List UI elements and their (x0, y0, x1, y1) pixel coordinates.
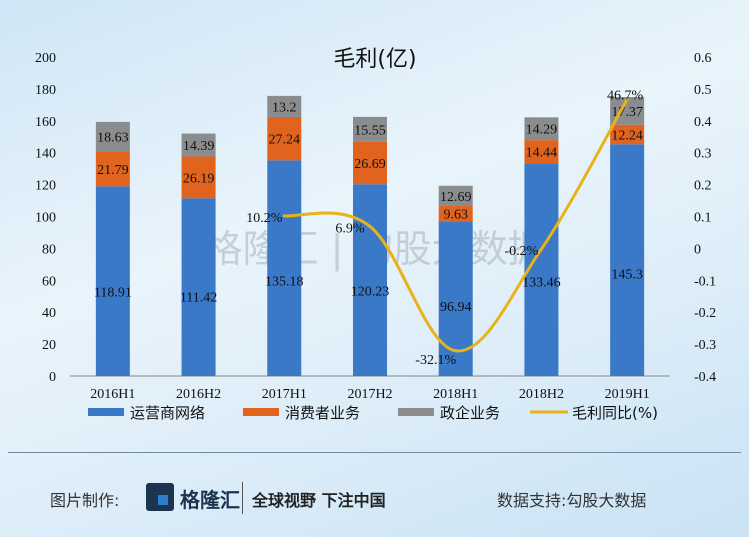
bar-data-label: 21.79 (97, 163, 129, 178)
bar-data-label: 14.39 (183, 139, 215, 154)
bar-2 (181, 156, 216, 199)
yoy-point (368, 224, 372, 228)
bar-3 (353, 116, 387, 142)
y2-tick-label: 0.1 (694, 211, 712, 226)
legend-swatch-3 (398, 408, 434, 416)
bar-data-label: 14.29 (526, 123, 558, 138)
y-tick-label: 200 (35, 51, 56, 66)
yoy-data-label: 6.9% (335, 221, 365, 236)
y-tick-label: 120 (35, 179, 56, 194)
bar-data-label: 26.69 (354, 157, 386, 172)
bar-data-label: 13.2 (272, 100, 297, 115)
x-tick-label: 2016H2 (176, 387, 221, 402)
y-tick-label: 80 (42, 242, 56, 257)
bar-1 (181, 198, 216, 376)
y2-tick-label: 0.5 (694, 83, 712, 98)
legend-label: 运营商网络 (130, 404, 205, 422)
bar-3 (438, 185, 473, 207)
y-tick-label: 20 (42, 338, 56, 353)
legend-swatch-1 (88, 408, 124, 416)
bar-2 (438, 206, 473, 222)
bar-2 (524, 140, 559, 164)
y-tick-label: 140 (35, 147, 56, 162)
logo-text: 格隆汇 (180, 488, 240, 512)
bar-3 (267, 95, 302, 117)
y2-tick-label: -0.3 (694, 338, 716, 353)
slogan: 全球视野 下注中国 (252, 491, 386, 510)
yoy-data-label: -0.2% (505, 244, 539, 259)
legend-label: 毛利同比(%) (572, 404, 658, 422)
yoy-point (454, 349, 458, 353)
x-tick-label: 2018H1 (433, 387, 478, 402)
yoy-data-label: -32.1% (415, 353, 456, 368)
y-tick-label: 100 (35, 211, 56, 226)
chart: 格隆汇 | 勾股大数据毛利(亿)020406080100120140160180… (35, 47, 716, 422)
bar-1 (267, 160, 302, 376)
bar-data-label: 12.69 (440, 190, 472, 205)
bar-data-label: 15.55 (354, 123, 386, 138)
bar-1 (353, 184, 387, 376)
x-tick-label: 2017H1 (262, 387, 307, 402)
yoy-point (625, 97, 629, 101)
bar-data-label: 18.63 (97, 131, 129, 146)
x-tick-label: 2017H2 (347, 387, 392, 402)
bar-data-label: 120.23 (351, 284, 390, 299)
y-tick-label: 160 (35, 115, 56, 130)
legend-label: 政企业务 (440, 404, 500, 422)
y-tick-label: 60 (42, 274, 56, 289)
bar-data-label: 118.91 (94, 285, 132, 300)
bar-data-label: 111.42 (180, 290, 217, 305)
y2-tick-label: -0.4 (694, 370, 716, 385)
logo-separator (242, 482, 243, 514)
y2-tick-label: -0.1 (694, 274, 716, 289)
bar-data-label: 135.18 (265, 274, 304, 289)
y-tick-label: 0 (49, 370, 56, 385)
made-by-label: 图片制作: (50, 491, 120, 510)
bar-3 (95, 121, 130, 152)
yoy-point (282, 214, 286, 218)
bar-2 (353, 141, 387, 185)
y-tick-label: 40 (42, 306, 56, 321)
y2-tick-label: 0.4 (694, 115, 712, 130)
x-tick-label: 2016H1 (90, 387, 135, 402)
x-tick-label: 2019H1 (605, 387, 650, 402)
bar-2 (95, 151, 130, 187)
y2-tick-label: 0.3 (694, 147, 712, 162)
y2-tick-label: 0 (694, 242, 701, 257)
bar-2 (610, 124, 645, 145)
bar-data-label: 14.44 (526, 146, 558, 161)
bar-data-label: 145.3 (611, 268, 643, 283)
footer-divider (8, 452, 741, 453)
yoy-point (539, 247, 543, 251)
gelonghui-logo-icon (146, 483, 174, 511)
chart-title: 毛利(亿) (333, 47, 416, 72)
yoy-line (284, 98, 629, 353)
y2-tick-label: 0.2 (694, 179, 712, 194)
bar-data-label: 133.46 (522, 276, 561, 291)
x-tick-label: 2018H2 (519, 387, 564, 402)
bar-2 (267, 116, 302, 161)
data-support: 数据支持:勾股大数据 (497, 491, 647, 510)
y-tick-label: 180 (35, 83, 56, 98)
bar-data-label: 12.24 (611, 128, 643, 143)
y2-tick-label: -0.2 (694, 306, 716, 321)
bar-3 (181, 133, 216, 157)
bar-data-label: 26.19 (183, 171, 215, 186)
bar-3 (524, 117, 559, 141)
bar-data-label: 27.24 (269, 133, 301, 148)
bar-data-label: 96.94 (440, 300, 472, 315)
yoy-data-label: 10.2% (246, 211, 283, 226)
bar-data-label: 9.63 (443, 208, 468, 223)
y2-tick-label: 0.6 (694, 51, 712, 66)
bar-1 (610, 144, 645, 376)
yoy-data-label: 46.7% (607, 88, 644, 103)
legend-swatch-2 (243, 408, 279, 416)
legend-label: 消费者业务 (285, 404, 360, 422)
bar-1 (95, 186, 130, 376)
